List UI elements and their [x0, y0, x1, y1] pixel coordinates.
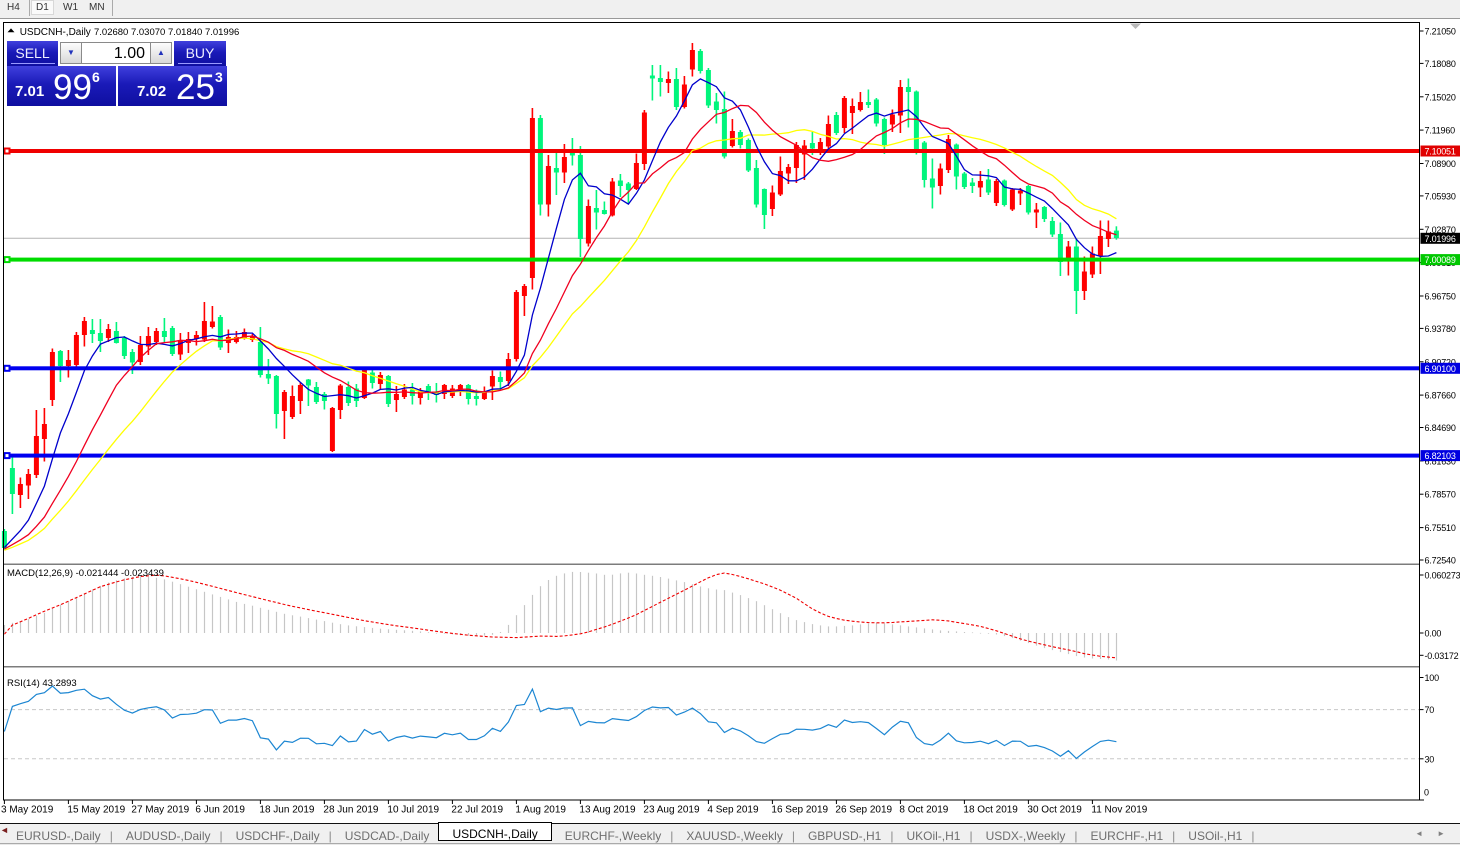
svg-text:6.72540: 6.72540 — [1425, 556, 1456, 566]
svg-text:6.84690: 6.84690 — [1425, 423, 1456, 433]
svg-text:-0.03172: -0.03172 — [1425, 651, 1459, 661]
svg-text:16 Sep 2019: 16 Sep 2019 — [771, 805, 828, 816]
svg-text:6.82103: 6.82103 — [1425, 451, 1456, 461]
svg-text:18 Jun 2019: 18 Jun 2019 — [259, 805, 314, 816]
svg-text:7.01996: 7.01996 — [1425, 234, 1456, 244]
svg-text:0.060273: 0.060273 — [1425, 571, 1460, 581]
svg-text:13 Aug 2019: 13 Aug 2019 — [579, 805, 636, 816]
svg-text:7.21050: 7.21050 — [1425, 27, 1456, 37]
svg-text:6.96750: 6.96750 — [1425, 292, 1456, 302]
svg-text:7.11960: 7.11960 — [1425, 126, 1456, 136]
svg-text:23 Aug 2019: 23 Aug 2019 — [643, 805, 700, 816]
svg-text:7.15020: 7.15020 — [1425, 92, 1456, 102]
svg-text:MACD(12,26,9) -0.021444 -0.023: MACD(12,26,9) -0.021444 -0.023439 — [7, 568, 164, 579]
svg-text:6.75510: 6.75510 — [1425, 523, 1456, 533]
svg-text:7.08900: 7.08900 — [1425, 159, 1456, 169]
svg-text:7.10051: 7.10051 — [1425, 147, 1456, 157]
svg-text:6.93780: 6.93780 — [1425, 324, 1456, 334]
svg-text:18 Oct 2019: 18 Oct 2019 — [963, 805, 1018, 816]
svg-text:26 Sep 2019: 26 Sep 2019 — [835, 805, 892, 816]
svg-text:7.02680 7.03070 7.01840 7.0199: 7.02680 7.03070 7.01840 7.01996 — [94, 27, 239, 38]
svg-text:1 Aug 2019: 1 Aug 2019 — [515, 805, 566, 816]
svg-text:6.90100: 6.90100 — [1425, 364, 1456, 374]
svg-text:7.05930: 7.05930 — [1425, 191, 1456, 201]
svg-text:7.02870: 7.02870 — [1425, 225, 1456, 235]
svg-text:7.18080: 7.18080 — [1425, 59, 1456, 69]
svg-text:7.00089: 7.00089 — [1425, 255, 1456, 265]
svg-text:22 Jul 2019: 22 Jul 2019 — [451, 805, 503, 816]
svg-text:RSI(14) 43.2893: RSI(14) 43.2893 — [7, 678, 77, 689]
svg-text:100: 100 — [1425, 673, 1440, 683]
svg-text:6.90720: 6.90720 — [1425, 357, 1456, 367]
svg-text:3 May 2019: 3 May 2019 — [1, 805, 54, 816]
svg-text:4 Sep 2019: 4 Sep 2019 — [707, 805, 759, 816]
svg-text:30 Oct 2019: 30 Oct 2019 — [1027, 805, 1082, 816]
svg-text:6 Jun 2019: 6 Jun 2019 — [195, 805, 245, 816]
svg-text:0: 0 — [1424, 788, 1429, 798]
svg-text:6.81630: 6.81630 — [1425, 456, 1456, 466]
svg-text:8 Oct 2019: 8 Oct 2019 — [899, 805, 948, 816]
svg-text:USDCNH-,Daily: USDCNH-,Daily — [20, 27, 91, 38]
svg-text:11 Nov 2019: 11 Nov 2019 — [1091, 805, 1147, 816]
svg-text:15 May 2019: 15 May 2019 — [67, 805, 125, 816]
svg-text:30: 30 — [1425, 754, 1435, 764]
svg-text:28 Jun 2019: 28 Jun 2019 — [323, 805, 378, 816]
svg-text:70: 70 — [1425, 705, 1435, 715]
svg-text:0.00: 0.00 — [1425, 629, 1442, 639]
svg-text:6.87660: 6.87660 — [1425, 391, 1456, 401]
svg-text:10 Jul 2019: 10 Jul 2019 — [387, 805, 439, 816]
svg-text:6.78570: 6.78570 — [1425, 490, 1456, 500]
svg-text:27 May 2019: 27 May 2019 — [131, 805, 189, 816]
